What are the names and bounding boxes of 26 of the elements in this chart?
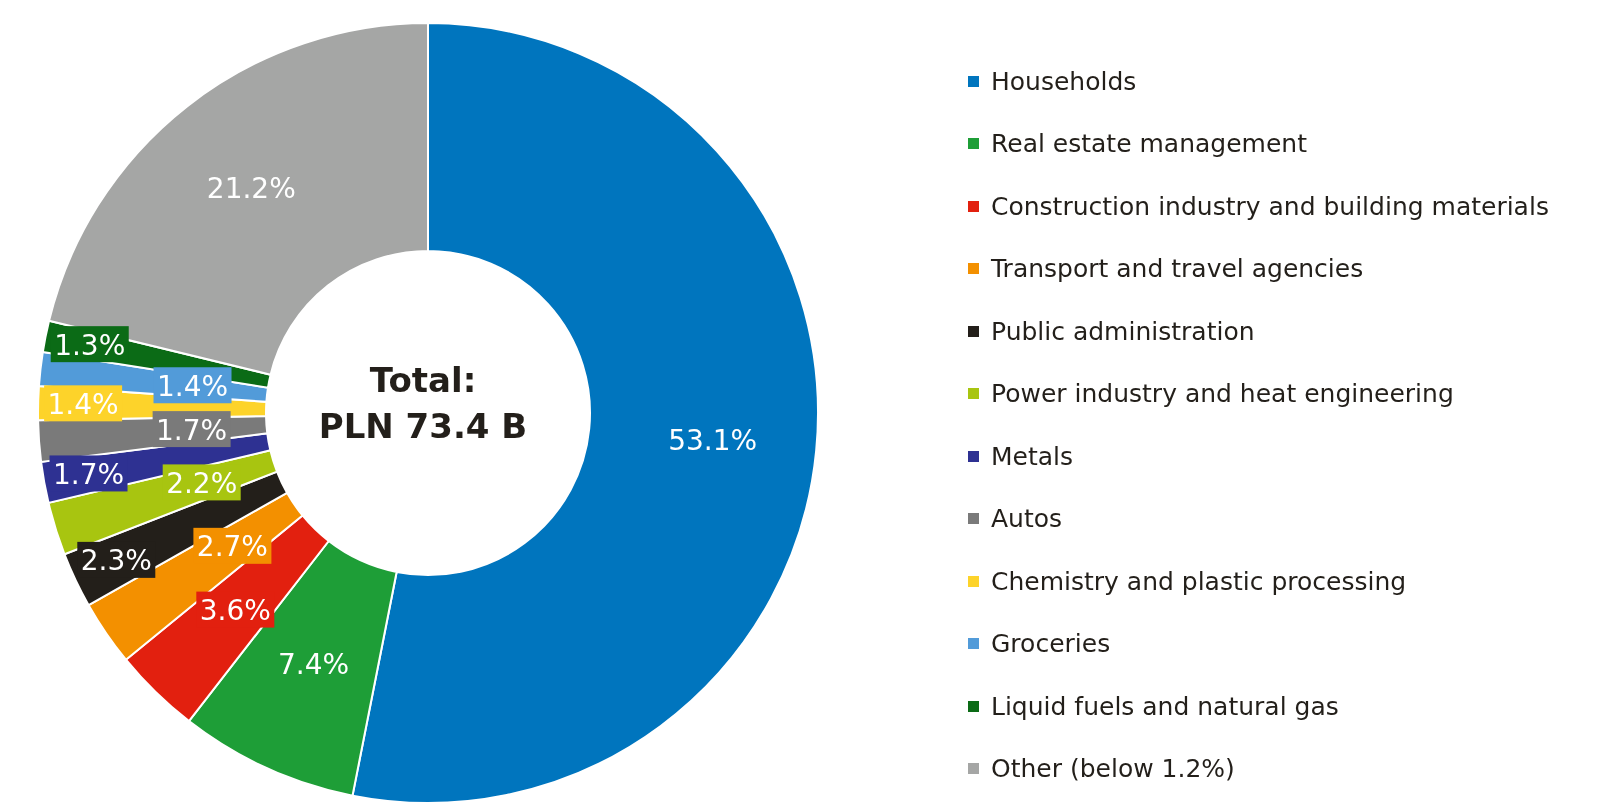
data-label: 1.7%: [52, 457, 125, 491]
legend-label: Other (below 1.2%): [991, 754, 1235, 784]
data-label: 53.1%: [668, 424, 758, 458]
text: Total:: [369, 360, 477, 400]
data-label: 3.6%: [199, 594, 271, 628]
data-label: 1.7%: [156, 413, 228, 447]
text: PLN 73.4 B: [318, 406, 528, 446]
legend-label: Autos: [991, 504, 1063, 534]
data-label: 2.2%: [166, 466, 238, 500]
data-label: 2.3%: [80, 544, 152, 578]
legend-label: Public administration: [991, 316, 1255, 346]
legend-label: Metals: [991, 441, 1074, 471]
legend-label: Construction industry and building materials: [991, 191, 1549, 221]
legend-label: Chemistry and plastic processing: [991, 566, 1407, 596]
data-label: 1.4%: [156, 369, 229, 403]
data-label: 21.2%: [206, 171, 296, 205]
data-label: 2.7%: [196, 530, 268, 564]
legend-label: Groceries: [991, 629, 1111, 659]
legend-label: Power industry and heat engineering: [991, 379, 1454, 409]
legend-label: Transport and travel agencies: [991, 254, 1364, 284]
legend-label: Households: [991, 66, 1137, 96]
legend-label: Liquid fuels and natural gas: [991, 691, 1339, 721]
legend-label: Real estate management: [991, 129, 1307, 159]
data-label: 1.3%: [54, 328, 126, 362]
data-label: 7.4%: [278, 647, 350, 681]
data-label: 1.4%: [47, 387, 119, 421]
